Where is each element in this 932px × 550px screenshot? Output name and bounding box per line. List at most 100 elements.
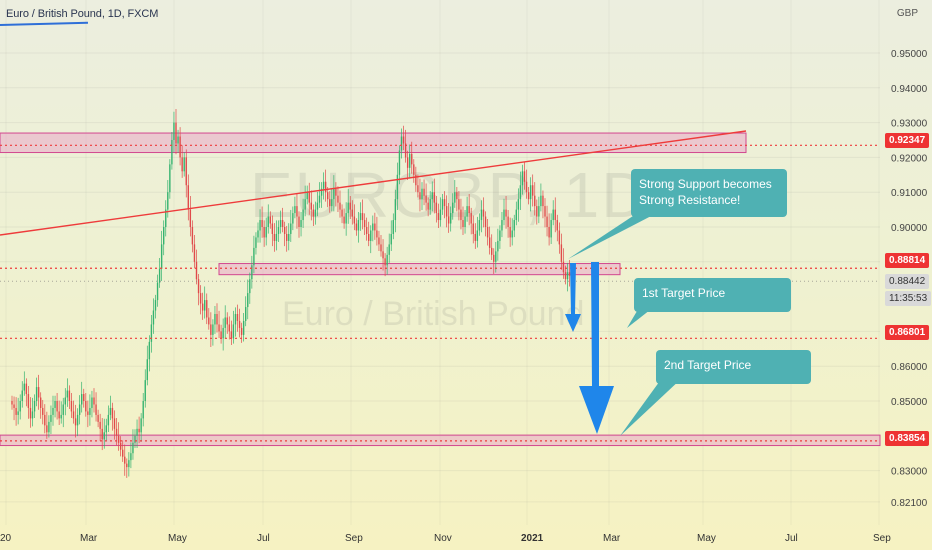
currency-label: GBP (896, 8, 918, 19)
candle (134, 435, 136, 443)
candle (331, 199, 333, 207)
support-zone (218, 263, 621, 276)
candle (491, 247, 493, 255)
candle (292, 213, 294, 224)
callout-line: Strong Resistance! (639, 193, 741, 207)
callout-target-2[interactable]: 2nd Target Price (656, 350, 811, 384)
candle (165, 209, 167, 227)
candle (144, 380, 146, 401)
candle (81, 394, 83, 405)
candle (429, 199, 431, 210)
candle (427, 202, 429, 210)
candle (306, 192, 308, 200)
candle (259, 220, 261, 231)
candle (117, 435, 120, 443)
candle (158, 268, 161, 283)
price-tick-label: 0.94000 (891, 84, 928, 95)
candle (368, 233, 370, 241)
candle (294, 206, 296, 214)
candle (341, 209, 343, 217)
candle (261, 220, 263, 227)
candle (409, 153, 411, 168)
candle (189, 209, 192, 227)
candle (515, 209, 517, 221)
candle (132, 442, 134, 454)
candle (349, 202, 351, 210)
price-tick-label: 0.93000 (891, 119, 928, 130)
candle (197, 279, 200, 294)
candle (529, 185, 532, 200)
time-tick-label: Mar (603, 533, 621, 544)
candle (56, 401, 58, 412)
candle (482, 209, 485, 217)
callout-pointer (620, 378, 682, 436)
time-tick-label: May (168, 533, 187, 544)
candle (406, 157, 409, 168)
candle (320, 188, 323, 196)
candle (443, 199, 446, 207)
candle (187, 185, 189, 210)
candle (460, 209, 462, 221)
candle (29, 407, 32, 419)
candle (228, 324, 230, 332)
candle (72, 411, 75, 419)
candle (411, 153, 413, 165)
candle (286, 233, 288, 241)
candle (46, 425, 48, 433)
price-tick-label: 0.82100 (891, 498, 928, 509)
callout-target-1[interactable]: 1st Target Price (634, 278, 791, 312)
candle (464, 216, 466, 227)
candle (91, 397, 93, 408)
candle (542, 195, 544, 207)
candle (564, 272, 567, 280)
price-tick-label: 0.83000 (891, 467, 928, 478)
candle (503, 209, 505, 221)
candle (173, 122, 175, 140)
candle (327, 192, 329, 200)
candle (214, 314, 216, 325)
candle (66, 390, 69, 398)
candle (400, 136, 403, 151)
callout-support-resistance[interactable]: Strong Support becomes Strong Resistance… (631, 169, 787, 217)
candle (33, 401, 36, 412)
candle (519, 185, 522, 200)
candle (103, 432, 105, 440)
time-axis[interactable]: 20 Mar May Jul Sep Nov 2021 Mar May Jul Sep (0, 533, 891, 544)
candle (298, 216, 300, 227)
candle (538, 206, 540, 217)
candle (230, 331, 233, 339)
candle (437, 213, 440, 221)
price-tick-label: 0.91000 (891, 188, 928, 199)
candle (308, 192, 310, 203)
candle (11, 401, 13, 405)
watermark-name: Euro / British Pound (282, 295, 585, 333)
candle (345, 213, 347, 224)
candle (277, 227, 280, 234)
candle (396, 174, 399, 200)
candle (433, 192, 435, 203)
candle (495, 251, 497, 262)
candle (365, 227, 368, 234)
price-axis[interactable]: 0.95000 0.94000 0.93000 0.92000 0.91000 0.900… (891, 49, 928, 509)
candle (179, 136, 181, 158)
candle (249, 279, 251, 294)
candle (445, 206, 448, 217)
candle (486, 227, 489, 238)
candle (74, 418, 77, 426)
callout-line: Strong Support becomes (639, 177, 772, 191)
candle (532, 185, 534, 196)
candle (181, 157, 183, 172)
candle (370, 230, 372, 241)
candle (169, 164, 171, 193)
candle (355, 223, 358, 231)
price-tag-countdown: 11:35:53 (885, 291, 932, 306)
candle (40, 397, 42, 408)
candle (124, 456, 126, 464)
candle (128, 460, 130, 468)
time-tick-label: Sep (345, 533, 363, 544)
candle (359, 213, 362, 221)
candle (89, 407, 91, 415)
price-tick-label: 0.86000 (891, 362, 928, 373)
candle (35, 387, 38, 401)
